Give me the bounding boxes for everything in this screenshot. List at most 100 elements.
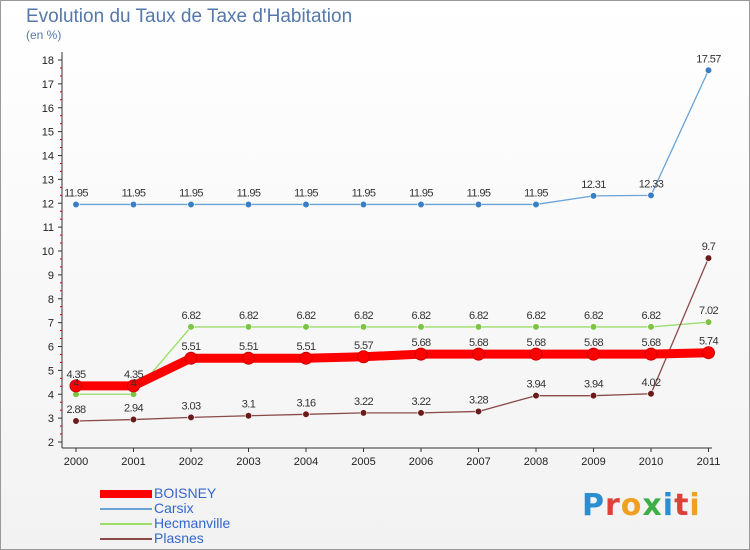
- y-tick-label: 12: [42, 198, 54, 210]
- data-point-plasnes: [704, 254, 713, 262]
- data-point-carsix: [72, 200, 80, 209]
- y-tick-label: 17: [42, 79, 54, 91]
- data-label-boisney: 5.74: [699, 336, 718, 348]
- data-point-carsix: [647, 191, 655, 199]
- data-label-hecmanville: 6.82: [181, 310, 200, 322]
- data-label-carsix: 11.95: [294, 187, 318, 199]
- legend-label-hecmanville: Hecmanville: [154, 515, 231, 531]
- y-tick-label: 5: [48, 365, 54, 377]
- y-tick-label: 7: [48, 318, 54, 330]
- data-point-hecmanville: [474, 323, 483, 331]
- x-tick-label: 2001: [121, 456, 145, 468]
- data-point-carsix: [589, 192, 598, 200]
- y-axis-unit: (en %): [26, 28, 62, 42]
- data-label-carsix: 11.95: [352, 187, 376, 199]
- data-point-boisney: [299, 351, 313, 365]
- legend-label-plasnes: Plasnes: [154, 530, 204, 546]
- data-point-plasnes: [244, 412, 253, 420]
- data-point-hecmanville: [359, 323, 368, 331]
- data-point-plasnes: [532, 392, 540, 400]
- data-label-carsix: 11.95: [409, 187, 433, 199]
- data-label-boisney: 4.35: [66, 369, 85, 381]
- y-tick-label: 8: [48, 294, 54, 306]
- data-label-boisney: 4.35: [124, 369, 143, 381]
- data-label-hecmanville: 6.82: [641, 310, 660, 322]
- data-point-carsix: [532, 200, 540, 209]
- y-tick-label: 14: [42, 151, 54, 163]
- data-label-carsix: 11.95: [122, 187, 146, 199]
- x-tick-label: 2002: [179, 456, 203, 468]
- data-point-boisney: [414, 347, 428, 361]
- data-label-boisney: 5.68: [469, 337, 488, 349]
- y-tick-label: 9: [48, 270, 54, 282]
- data-label-boisney: 5.68: [411, 337, 430, 349]
- x-tick-label: 2004: [294, 456, 318, 468]
- data-label-boisney: 5.68: [526, 337, 545, 349]
- data-point-carsix: [417, 200, 425, 209]
- data-label-plasnes: 3.22: [411, 396, 430, 408]
- data-label-carsix: 11.95: [524, 187, 548, 199]
- data-point-boisney: [472, 347, 485, 361]
- data-point-hecmanville: [417, 323, 425, 331]
- series-line-boisney: [71, 348, 713, 391]
- data-label-plasnes: 3.94: [526, 379, 545, 391]
- data-point-plasnes: [72, 417, 80, 425]
- x-tick-label: 2003: [236, 456, 260, 468]
- data-point-plasnes: [359, 409, 368, 417]
- logo-letter: t: [674, 488, 690, 523]
- chart-title: Evolution du Taux de Taxe d'Habitation: [26, 6, 353, 27]
- x-tick-label: 2006: [409, 456, 433, 468]
- data-label-carsix: 11.95: [237, 187, 261, 199]
- data-label-hecmanville: 6.82: [526, 310, 545, 322]
- logo-letter: i: [689, 488, 701, 523]
- data-point-hecmanville: [589, 323, 598, 331]
- data-label-plasnes: 3.16: [296, 397, 315, 409]
- data-label-boisney: 5.68: [641, 337, 660, 349]
- data-point-hecmanville: [647, 323, 655, 331]
- data-point-carsix: [704, 66, 713, 74]
- data-point-plasnes: [474, 407, 483, 416]
- y-tick-label: 10: [42, 246, 54, 258]
- data-point-boisney: [127, 379, 140, 393]
- data-label-hecmanville: 6.82: [239, 310, 258, 322]
- series-line-hecmanville: [75, 321, 710, 395]
- data-label-carsix: 11.95: [467, 187, 491, 199]
- x-tick-label: 2009: [581, 456, 605, 468]
- data-label-hecmanville: 6.82: [411, 310, 430, 322]
- logo-letter: x: [642, 488, 663, 523]
- data-label-boisney: 5.51: [239, 341, 258, 353]
- data-label-carsix: 17.57: [696, 53, 721, 65]
- data-point-boisney: [184, 351, 198, 365]
- data-point-carsix: [359, 200, 368, 209]
- y-tick-label: 3: [48, 413, 54, 425]
- data-label-plasnes: 9.7: [702, 241, 716, 253]
- data-point-plasnes: [417, 409, 425, 417]
- data-point-carsix: [129, 200, 138, 209]
- x-tick-label: 2011: [697, 456, 721, 468]
- data-label-plasnes: 3.03: [181, 400, 200, 412]
- y-tick-label: 18: [42, 55, 54, 67]
- data-label-hecmanville: 6.82: [469, 310, 488, 322]
- x-tick-label: 2010: [639, 456, 663, 468]
- series-line-plasnes: [75, 257, 710, 422]
- data-point-carsix: [244, 200, 253, 209]
- data-point-plasnes: [129, 415, 138, 424]
- data-label-boisney: 5.51: [181, 341, 200, 353]
- y-tick-label: 13: [42, 174, 54, 186]
- logo-letter: r: [605, 488, 621, 523]
- data-point-hecmanville: [187, 323, 195, 331]
- data-label-boisney: 5.57: [354, 340, 373, 352]
- y-tick-label: 4: [48, 389, 54, 401]
- data-point-boisney: [357, 350, 370, 364]
- data-point-boisney: [529, 347, 543, 361]
- data-point-boisney: [242, 351, 255, 365]
- data-label-carsix: 11.95: [179, 187, 203, 199]
- data-label-hecmanville: 6.82: [296, 310, 315, 322]
- data-point-hecmanville: [244, 323, 253, 331]
- series-line-carsix: [75, 69, 710, 206]
- data-label-carsix: 12.31: [581, 179, 606, 191]
- legend-label-boisney: BOISNEY: [154, 485, 217, 501]
- data-point-plasnes: [302, 410, 310, 418]
